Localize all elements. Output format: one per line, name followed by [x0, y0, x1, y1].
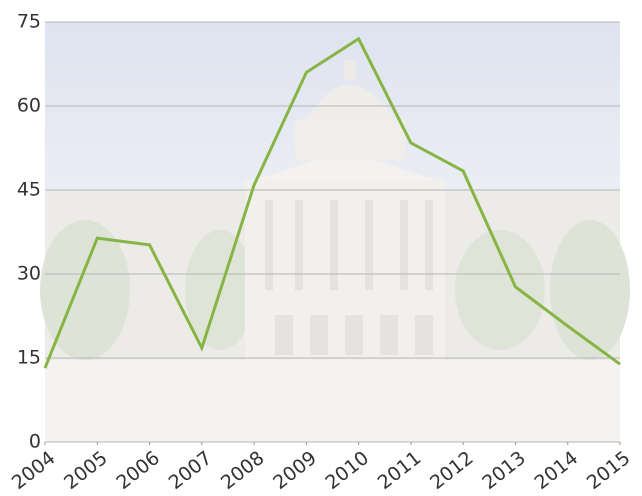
x-tick-label: 2004	[8, 447, 60, 494]
y-tick-label: 60	[17, 95, 41, 117]
background-photo	[40, 22, 630, 442]
x-tick-label: 2015	[583, 447, 635, 494]
x-tick-label: 2011	[374, 447, 426, 494]
x-tick-label: 2005	[60, 447, 112, 494]
x-tick-label: 2014	[531, 447, 583, 494]
x-tick-label: 2010	[321, 447, 373, 494]
x-tick-label: 2013	[478, 447, 530, 494]
x-tick-label: 2008	[217, 447, 269, 494]
x-tick-label: 2006	[112, 447, 164, 494]
x-tick-label: 2009	[269, 447, 321, 494]
y-tick-label: 75	[17, 11, 41, 33]
x-tick-label: 2012	[426, 447, 478, 494]
y-tick-label: 30	[17, 263, 41, 285]
x-tick-label: 2007	[165, 447, 217, 494]
y-tick-label: 45	[17, 179, 41, 201]
y-tick-label: 0	[29, 431, 41, 453]
data-line	[43, 36, 621, 369]
y-tick-label: 15	[17, 347, 41, 369]
